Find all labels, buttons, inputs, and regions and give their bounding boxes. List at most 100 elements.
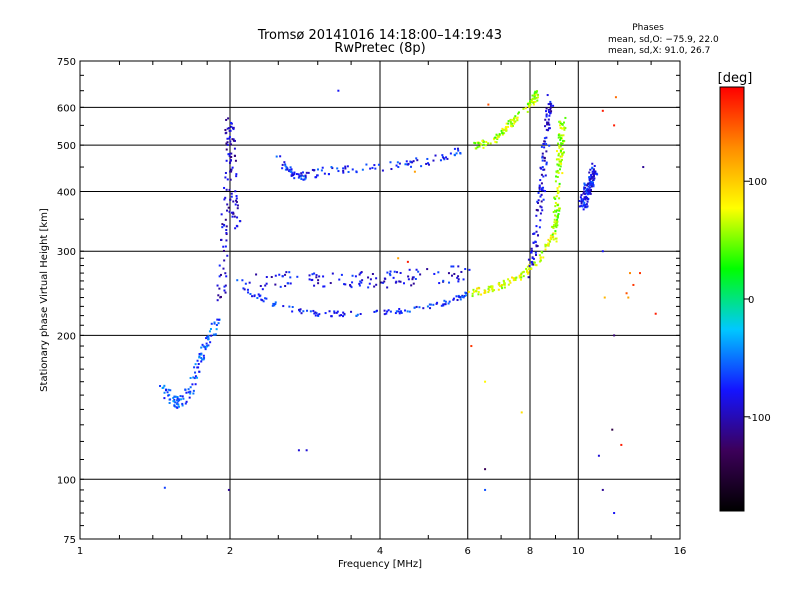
echo-point bbox=[184, 388, 187, 391]
echo-point bbox=[284, 164, 287, 167]
echo-point bbox=[542, 175, 545, 178]
echo-point bbox=[229, 178, 232, 181]
echo-point bbox=[457, 149, 460, 152]
echo-point bbox=[420, 165, 423, 168]
echo-point bbox=[178, 398, 181, 401]
echo-point bbox=[502, 279, 505, 282]
echo-point bbox=[545, 110, 548, 113]
echo-point bbox=[528, 264, 531, 267]
echo-point bbox=[511, 122, 514, 125]
echo-point bbox=[590, 185, 593, 188]
echo-point bbox=[541, 209, 544, 212]
echo-point bbox=[530, 251, 533, 254]
echo-point bbox=[556, 216, 559, 219]
echo-point bbox=[477, 291, 480, 294]
echo-point bbox=[557, 136, 560, 139]
echo-point bbox=[452, 265, 455, 268]
echo-point bbox=[548, 123, 551, 126]
echo-point bbox=[548, 114, 551, 117]
echo-point bbox=[533, 95, 536, 98]
echo-point bbox=[225, 239, 228, 242]
echo-point bbox=[223, 186, 226, 189]
echo-point bbox=[561, 153, 564, 156]
echo-point bbox=[202, 345, 205, 348]
echo-point bbox=[229, 161, 232, 164]
echo-point bbox=[555, 195, 558, 198]
echo-point bbox=[226, 254, 229, 257]
echo-point bbox=[482, 143, 485, 146]
echo-point bbox=[257, 293, 260, 296]
echo-point bbox=[448, 281, 451, 284]
echo-point bbox=[397, 166, 400, 169]
echo-point bbox=[383, 280, 386, 283]
echo-point bbox=[382, 281, 385, 284]
echo-point bbox=[205, 342, 208, 345]
echo-point bbox=[174, 395, 177, 398]
echo-point bbox=[557, 152, 560, 155]
echo-point bbox=[553, 224, 556, 227]
echo-point bbox=[594, 170, 597, 173]
echo-point bbox=[559, 165, 562, 168]
echo-point bbox=[241, 279, 244, 282]
echo-point bbox=[207, 334, 210, 337]
echo-point bbox=[513, 122, 516, 125]
echo-point bbox=[536, 99, 539, 102]
echo-point bbox=[229, 198, 232, 201]
echo-point bbox=[367, 286, 370, 289]
echo-point bbox=[418, 306, 421, 309]
echo-point bbox=[415, 268, 418, 271]
echo-point bbox=[228, 155, 231, 158]
echo-point bbox=[475, 289, 478, 292]
echo-point bbox=[163, 384, 166, 387]
echo-point bbox=[168, 401, 171, 404]
echo-point bbox=[542, 189, 545, 192]
echo-point bbox=[396, 271, 399, 274]
echo-point bbox=[535, 91, 538, 94]
echo-point bbox=[344, 283, 347, 286]
echo-point bbox=[580, 202, 583, 205]
echo-point bbox=[510, 124, 513, 127]
echo-point bbox=[580, 200, 583, 203]
echo-point bbox=[476, 146, 479, 149]
echo-point bbox=[218, 287, 221, 290]
echo-point bbox=[536, 209, 539, 212]
echo-point bbox=[524, 107, 527, 110]
echo-point bbox=[389, 161, 392, 164]
echo-point bbox=[551, 233, 554, 236]
echo-point bbox=[198, 355, 201, 358]
x-tick-label: 8 bbox=[527, 546, 533, 557]
echo-point bbox=[333, 311, 336, 314]
echo-point bbox=[230, 121, 233, 124]
echo-point bbox=[221, 223, 224, 226]
echo-point bbox=[355, 170, 358, 173]
echo-point bbox=[227, 206, 230, 209]
echo-point bbox=[559, 126, 562, 129]
echo-point bbox=[233, 147, 236, 150]
echo-point bbox=[503, 132, 506, 135]
echo-point bbox=[553, 196, 556, 199]
echo-point bbox=[549, 104, 552, 107]
echo-point bbox=[522, 270, 525, 273]
x-tick-label: 6 bbox=[465, 546, 471, 557]
echo-point bbox=[559, 120, 562, 123]
echo-point bbox=[223, 285, 226, 288]
y-tick-label: 600 bbox=[57, 103, 76, 114]
echo-point bbox=[206, 336, 209, 339]
echo-point bbox=[340, 314, 343, 317]
echo-point bbox=[232, 139, 235, 142]
echo-point bbox=[274, 274, 277, 277]
echo-point bbox=[556, 204, 559, 207]
echo-point bbox=[426, 268, 429, 271]
plot-area: 1 2 4 6 8 10 16 75 100 200 300 400 500 600 750 bbox=[57, 57, 686, 557]
echo-point bbox=[232, 211, 235, 214]
echo-point bbox=[613, 334, 616, 337]
echo-point bbox=[236, 216, 239, 219]
echo-point bbox=[537, 234, 540, 237]
echo-point bbox=[519, 278, 522, 281]
echo-point bbox=[265, 276, 268, 279]
echo-point bbox=[562, 139, 565, 142]
echo-point bbox=[459, 298, 462, 301]
echo-point bbox=[196, 366, 199, 369]
echo-point bbox=[429, 303, 432, 306]
echo-point bbox=[487, 142, 490, 145]
